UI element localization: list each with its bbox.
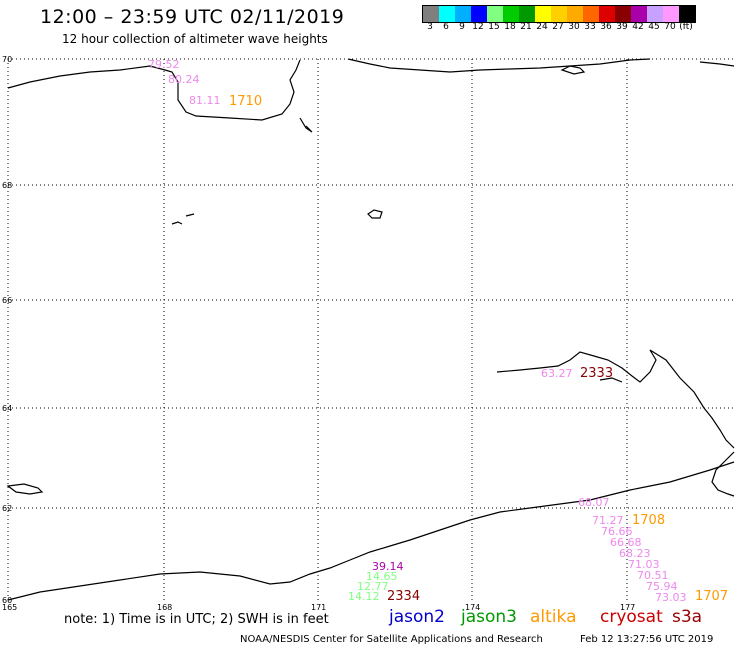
legend-swatch: [423, 6, 439, 22]
seward-peninsula: [496, 349, 735, 449]
legend-swatch: [631, 6, 647, 22]
timestamp: Feb 12 13:27:56 UTC 2019: [580, 634, 714, 645]
legend-label: 15: [488, 22, 500, 32]
legend-swatch: [663, 6, 679, 22]
swh-reading: 68.23: [619, 547, 651, 560]
small-island-1: [367, 209, 383, 219]
satellite-jason3: jason3: [461, 607, 517, 627]
legend-swatch: [455, 6, 471, 22]
st-lawrence-island: [6, 483, 44, 495]
legend-label: 6: [443, 22, 449, 32]
legend-label: 39: [616, 22, 628, 32]
legend-swatch: [487, 6, 503, 22]
swh-reading: 63.27: [541, 367, 573, 380]
small-island-2: [171, 221, 183, 225]
lon-label: 165: [2, 603, 17, 612]
legend-swatch: [503, 6, 519, 22]
legend-swatch: [439, 6, 455, 22]
coastlines: [6, 58, 735, 601]
graticule: [7, 58, 734, 600]
kamchatka-coast: [7, 461, 735, 601]
lon-label: 171: [311, 603, 326, 612]
legend-label: 3: [427, 22, 433, 32]
swh-reading: 73.03: [655, 591, 687, 604]
satellite-cryosat: cryosat: [600, 607, 663, 627]
legend-label: 36: [600, 22, 612, 32]
legend-swatch: [647, 6, 663, 22]
legend-label: (ft): [679, 22, 693, 32]
lat-label: 70: [2, 55, 12, 64]
legend-label: 42: [632, 22, 644, 32]
swh-reading: 79.52: [148, 58, 180, 71]
legend-label: 9: [459, 22, 465, 32]
track-id: 2333: [580, 366, 613, 381]
lon-label: 168: [157, 603, 172, 612]
legend-label: 12: [472, 22, 484, 32]
track-id: 1710: [229, 94, 262, 109]
lat-label: 64: [2, 404, 12, 413]
legend-swatch: [567, 6, 583, 22]
satellite-altika: altika: [530, 607, 577, 627]
lat-label: 60: [2, 596, 12, 605]
legend-swatch: [471, 6, 487, 22]
track-id: 2334: [387, 589, 420, 604]
yukon-delta: [711, 451, 735, 497]
alaska-north-coast: [347, 58, 651, 73]
legend-swatch: [615, 6, 631, 22]
legend-label: 27: [552, 22, 564, 32]
lat-label: 68: [2, 181, 12, 190]
swh-reading: 68.07: [578, 496, 610, 509]
page-title: 12:00 – 23:59 UTC 02/11/2019: [40, 6, 345, 28]
swh-reading: 66.68: [610, 536, 642, 549]
swh-reading: 81.11: [189, 94, 221, 107]
chukotka-coast: [7, 59, 301, 121]
legend-label: 18: [504, 22, 516, 32]
legend-label: 24: [536, 22, 548, 32]
legend-swatch: [583, 6, 599, 22]
satellite-s3a: s3a: [672, 607, 703, 627]
track-id: 1708: [632, 513, 665, 528]
legend-label: 33: [584, 22, 596, 32]
swh-readings: 79.52 80.24 81.11 1710 63.27 2333 68.07 …: [148, 58, 728, 604]
lat-label: 62: [2, 504, 12, 513]
color-legend: [422, 5, 696, 23]
small-island-3: [185, 213, 195, 217]
legend-label: 70: [664, 22, 676, 32]
swh-reading: 76.66: [601, 525, 633, 538]
lon-label: 177: [620, 603, 635, 612]
swh-reading: 80.24: [168, 73, 200, 86]
norton-sound-coast: [599, 377, 623, 383]
legend-label: 30: [568, 22, 580, 32]
chukotka-inlet: [299, 117, 313, 133]
legend-label: 45: [648, 22, 660, 32]
legend-labels: 3 6 9 12 15 18 21 24 27 30 33 36 39 42 45 70 (ft): [422, 22, 740, 34]
alaska-lagoon: [560, 65, 586, 75]
track-id: 1707: [695, 589, 728, 604]
swh-reading: 70.51: [637, 569, 669, 582]
legend-swatch: [519, 6, 535, 22]
legend-swatch: [551, 6, 567, 22]
units-note: note: 1) Time is in UTC; 2) SWH is in fe…: [64, 612, 329, 627]
legend-swatch: [535, 6, 551, 22]
legend-swatch: [679, 6, 695, 22]
lon-label: 174: [465, 603, 480, 612]
swh-reading: 75.94: [646, 580, 678, 593]
longitude-labels: 165 168 171 174 177: [2, 603, 635, 612]
latitude-labels: 70 68 66 64 62 60: [2, 55, 12, 605]
alaska-east-coast: [699, 61, 735, 67]
legend-swatch: [599, 6, 615, 22]
swh-reading: 71.03: [628, 558, 660, 571]
swh-reading: 14.65: [366, 570, 398, 583]
swh-reading: 12.77: [357, 580, 389, 593]
credit-line: NOAA/NESDIS Center for Satellite Applica…: [240, 634, 543, 645]
swh-reading: 14.12: [348, 590, 380, 603]
swh-reading: 71.27: [592, 514, 624, 527]
legend-label: 21: [520, 22, 532, 32]
swh-reading: 39.14: [372, 560, 404, 573]
lat-label: 66: [2, 296, 12, 305]
satellite-jason2: jason2: [389, 607, 445, 627]
page-subtitle: 12 hour collection of altimeter wave hei…: [62, 32, 328, 46]
